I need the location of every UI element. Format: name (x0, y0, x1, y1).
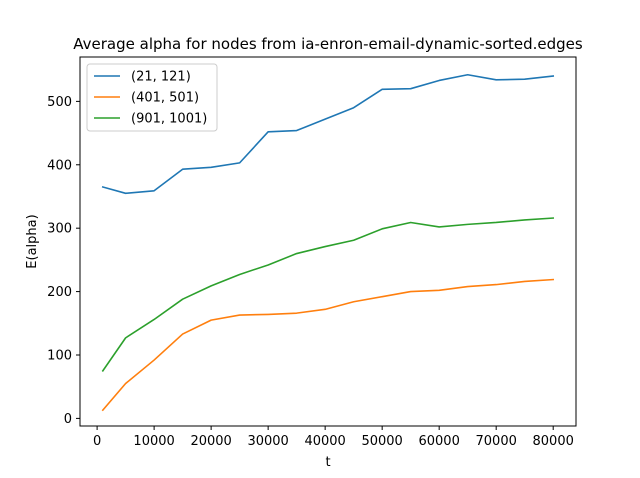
x-tick-label: 40000 (304, 434, 345, 449)
x-axis-label: t (325, 455, 330, 470)
x-axis-ticks: 0 10000 20000 30000 40000 50000 60000 70000 8000… (93, 426, 574, 449)
x-tick-label: 20000 (190, 434, 231, 449)
y-tick-label: 500 (47, 95, 72, 110)
x-tick-label: 30000 (247, 434, 288, 449)
x-tick-label: 80000 (533, 434, 574, 449)
y-axis-label: E(alpha) (25, 214, 40, 268)
plot-frame (79, 56, 577, 427)
x-tick-label: 70000 (476, 434, 517, 449)
legend: (21, 121) (401, 501) (901, 1001) (86, 63, 218, 132)
y-tick-label: 200 (47, 285, 72, 300)
series-line-1 (101, 73, 555, 195)
y-tick-label: 400 (47, 158, 72, 173)
legend-label-3: (901, 1001) (131, 112, 207, 127)
series-layer (101, 73, 555, 412)
y-axis-ticks: 0 100 200 300 400 500 (47, 95, 80, 427)
legend-frame (86, 63, 218, 132)
y-tick-label: 300 (47, 222, 72, 237)
chart-title: Average alpha for nodes from ia-enron-em… (73, 35, 583, 53)
legend-label-1: (21, 121) (131, 70, 191, 85)
series-line-2 (101, 278, 555, 412)
legend-label-2: (401, 501) (131, 91, 199, 106)
series-line-3 (101, 217, 555, 372)
x-tick-label: 60000 (418, 434, 459, 449)
x-tick-label: 10000 (133, 434, 174, 449)
y-tick-label: 100 (47, 348, 72, 363)
x-tick-label: 50000 (361, 434, 402, 449)
x-tick-label: 0 (93, 434, 101, 449)
y-tick-label: 0 (64, 412, 72, 427)
